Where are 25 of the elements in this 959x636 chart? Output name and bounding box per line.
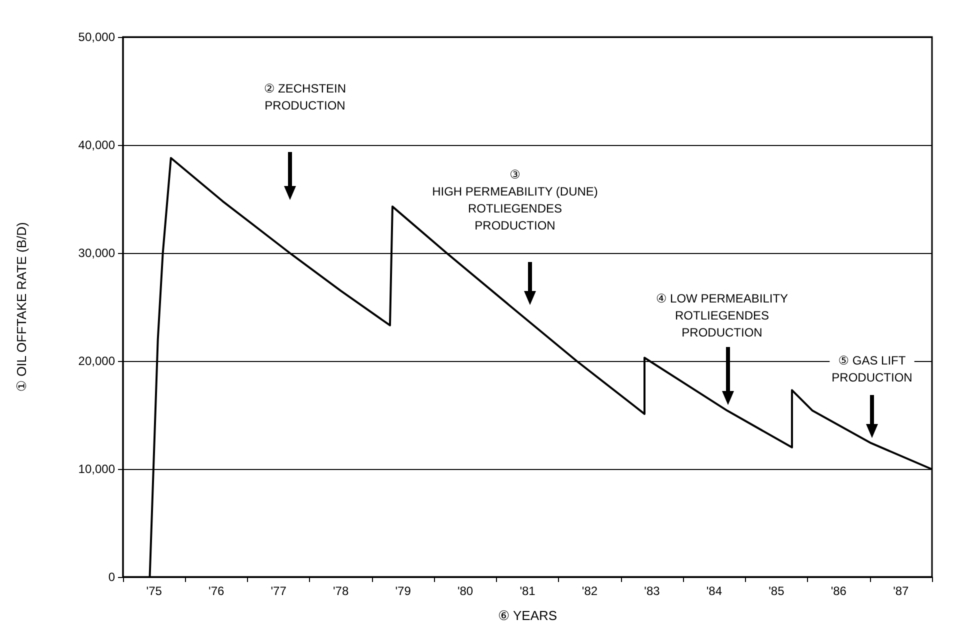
x-tick-label: '83 — [644, 584, 660, 598]
x-tick-label: '76 — [208, 584, 224, 598]
x-tick-label: '80 — [457, 584, 474, 598]
y-tick-label: 0 — [108, 570, 116, 584]
x-tick-label: '75 — [146, 584, 162, 598]
y-tick-label: 30,000 — [78, 246, 116, 260]
y-tick-label: 10,000 — [78, 462, 116, 476]
y-tick-label: 20,000 — [78, 354, 116, 368]
x-tick-label: '82 — [582, 584, 598, 598]
x-tick-label: '79 — [395, 584, 412, 598]
annotation: ② ZECHSTEIN PRODUCTION — [264, 82, 346, 112]
x-tick-label: '86 — [830, 584, 847, 598]
x-axis-title: ⑥ YEARS — [498, 608, 558, 623]
y-axis-title: ① OIL OFFTAKE RATE (B/D) — [14, 222, 29, 392]
annotation: ④ LOW PERMEABILITY ROTLIEGENDES PRODUCTION — [656, 292, 788, 340]
y-tick-label: 50,000 — [78, 30, 116, 44]
x-tick-label: '78 — [332, 584, 349, 598]
annotation: ⑤ GAS LIFT PRODUCTION — [832, 354, 912, 384]
x-tick-label: '87 — [893, 584, 910, 598]
x-tick-label: '81 — [520, 584, 536, 598]
annotation: ③ HIGH PERMEABILITY (DUNE) ROTLIEGENDES PRODUCTION — [432, 168, 598, 232]
x-tick-label: '77 — [270, 584, 287, 598]
x-tick-label: '85 — [768, 584, 785, 598]
y-tick-label: 40,000 — [78, 138, 116, 152]
x-tick-label: '84 — [706, 584, 722, 598]
